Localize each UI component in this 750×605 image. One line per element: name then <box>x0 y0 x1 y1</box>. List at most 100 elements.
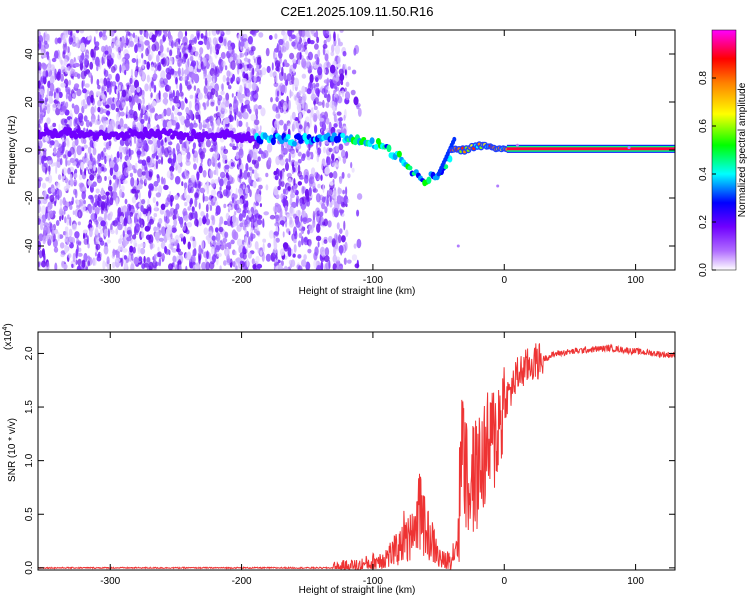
spectrogram-noise-cell <box>128 109 134 116</box>
spectrogram-noise-cell <box>146 74 150 83</box>
spectrogram-noise-cell <box>98 31 103 38</box>
spectrogram-noise-cell <box>295 35 298 45</box>
spectrogram-noise-cell <box>131 58 137 63</box>
spectrogram-noise-cell <box>67 214 70 220</box>
spectrogram-noise-cell <box>103 77 107 87</box>
spectrogram-noise-cell <box>159 44 164 53</box>
spectrogram-noise-cell <box>110 229 115 235</box>
spectrogram-noise-cell <box>115 112 120 122</box>
spectrogram-noise-cell <box>108 85 112 95</box>
spectrogram-noise-cell <box>168 263 174 270</box>
spectrogram-noise-cell <box>125 33 128 44</box>
spectrogram-noise-cell <box>210 101 215 107</box>
spectrogram-noise-cell <box>227 180 231 187</box>
spectrogram-noise-cell <box>125 105 129 115</box>
spectrogram-noise-cell <box>58 91 63 99</box>
spectrogram-noise-cell <box>110 103 116 111</box>
spectrogram-noise-cell <box>328 147 333 153</box>
spectrogram-noise-cell <box>184 30 188 37</box>
spectrogram-noise-cell <box>94 194 98 200</box>
spectrogram-noise-cell <box>235 59 239 66</box>
spectrogram-noise-cell <box>159 52 164 58</box>
spectrogram-noise-cell <box>76 240 82 245</box>
spectrogram-noise-cell <box>143 255 146 264</box>
spectrogram-noise-cell <box>115 44 121 53</box>
spectrogram-noise-cell <box>314 97 319 105</box>
spectrogram-noise-cell <box>208 115 214 123</box>
spectrogram-noise-cell <box>160 203 166 210</box>
spectrogram-noise-cell <box>324 53 329 62</box>
spectrogram-noise-cell <box>38 178 41 189</box>
spectrogram-noise-cell <box>139 212 142 218</box>
spectrogram-noise-cell <box>115 73 120 83</box>
spectrogram-noise-cell <box>190 110 194 121</box>
spectrogram-noise-cell <box>234 111 237 121</box>
spectrogram-noise-cell <box>247 171 251 178</box>
spectrogram-noise-cell <box>353 47 357 56</box>
spectrogram-noise-cell <box>317 114 321 120</box>
spectrogram-noise-cell <box>303 168 309 178</box>
spectrogram-noise-cell <box>77 221 81 226</box>
spectrogram-noise-cell <box>156 139 161 149</box>
spectrogram-noise-cell <box>309 112 313 119</box>
spectrogram-noise-cell <box>194 211 197 221</box>
spectrogram-noise-cell <box>278 38 284 46</box>
spectrogram-noise-cell <box>60 82 66 88</box>
spectrogram-noise-cell <box>285 228 290 233</box>
spectrogram-noise-cell <box>333 207 339 218</box>
spectrogram-noise-cell <box>216 166 219 177</box>
spectrogram-noise-cell <box>75 259 78 266</box>
spectrogram-noise-cell <box>293 161 299 166</box>
spectrogram-noise-cell <box>153 226 158 232</box>
spectrogram-noise-cell <box>235 154 240 160</box>
spectrogram-noise-cell <box>80 161 84 171</box>
spectrogram-noise-cell <box>112 124 115 132</box>
spectrogram-noise-cell <box>308 238 312 247</box>
spectrogram-noise-cell <box>215 91 219 98</box>
spectrogram-noise-cell <box>92 181 97 187</box>
spectrogram-noise-cell <box>298 124 303 130</box>
spectrogram-noise-cell <box>73 179 78 187</box>
spectrogram-noise-cell <box>297 181 302 186</box>
x-tick-label: -300 <box>100 576 120 587</box>
spectrogram-noise-cell <box>61 141 65 152</box>
spectrogram-noise-cell <box>156 175 161 184</box>
spectrogram-noise-cell <box>126 236 132 242</box>
spectrogram-noise-cell <box>293 178 296 186</box>
spectrogram-noise-cell <box>222 189 229 197</box>
spectrogram-noise-cell <box>223 38 227 47</box>
spectrogram-noise-cell <box>169 97 173 106</box>
spectrogram-noise-cell <box>165 210 169 216</box>
spectrogram-noise-cell <box>123 161 127 167</box>
spectrogram-noise-cell <box>111 81 117 87</box>
spectrogram-noise-cell <box>153 213 158 218</box>
spectrogram-noise-cell <box>96 118 101 125</box>
spectrogram-noise-cell <box>220 171 226 179</box>
spectrogram-noise-cell <box>275 73 278 84</box>
spectrogram-noise-cell <box>222 154 228 160</box>
spectrogram-noise-cell <box>178 38 181 45</box>
spectrogram-noise-cell <box>273 170 278 176</box>
spectrogram-noise-cell <box>126 31 131 36</box>
spectrogram-noise-cell <box>148 234 154 245</box>
spectrogram-noise-cell <box>220 51 226 60</box>
spectrogram-noise-cell <box>63 58 68 66</box>
spectrogram-noise-cell <box>211 235 216 241</box>
snr-scale-factor: (x104) <box>2 323 14 350</box>
spectrogram-noise-cell <box>219 265 222 270</box>
spectrogram-noise-cell <box>307 59 310 68</box>
spectrogram-noise-cell <box>329 64 336 74</box>
spectrogram-noise-cell <box>95 243 101 251</box>
spectrogram-noise-cell <box>64 67 70 75</box>
spectrogram-noise-cell <box>336 63 341 68</box>
spectrogram-noise-cell <box>55 92 60 101</box>
spectrogram-noise-cell <box>320 174 323 181</box>
spectrogram-noise-cell <box>166 47 170 53</box>
spectrogram-noise-cell <box>301 155 306 162</box>
spectrogram-noise-cell <box>49 194 55 203</box>
spectrogram-noise-cell <box>243 220 249 228</box>
spectrogram-noise-cell <box>148 189 152 199</box>
spectrogram-noise-cell <box>265 172 269 178</box>
spectrogram-noise-cell <box>248 149 254 159</box>
spectrogram-noise-cell <box>276 90 280 97</box>
